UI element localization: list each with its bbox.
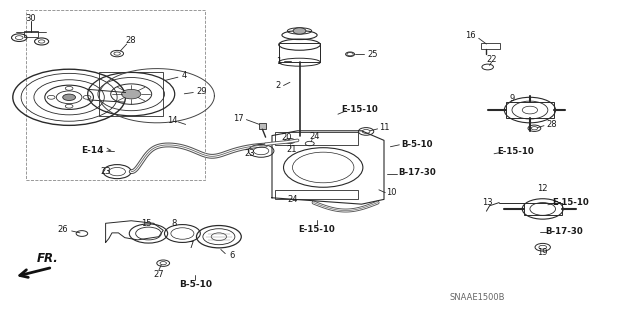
Text: 24: 24 <box>288 195 298 204</box>
Text: E-15-10: E-15-10 <box>497 147 534 156</box>
Text: 6: 6 <box>229 251 234 260</box>
Text: 4: 4 <box>182 71 187 80</box>
Bar <box>279 43 320 62</box>
Text: 28: 28 <box>547 120 557 129</box>
Text: 19: 19 <box>538 248 548 257</box>
Text: B-5-10: B-5-10 <box>179 280 212 289</box>
Text: 13: 13 <box>483 198 493 207</box>
Text: 8: 8 <box>172 219 177 228</box>
Text: E-14: E-14 <box>81 146 104 155</box>
Text: B-17-30: B-17-30 <box>399 168 436 177</box>
Text: 30: 30 <box>26 14 36 23</box>
Text: 24: 24 <box>310 132 320 141</box>
Bar <box>481 43 500 49</box>
Text: 12: 12 <box>538 184 548 193</box>
Text: 27: 27 <box>154 270 164 279</box>
Text: 21: 21 <box>286 145 296 154</box>
Bar <box>275 190 358 199</box>
Text: 22: 22 <box>486 56 497 64</box>
Bar <box>275 132 358 145</box>
Text: 14: 14 <box>168 116 178 125</box>
Text: 17: 17 <box>234 114 244 122</box>
Text: B-5-10: B-5-10 <box>401 140 433 149</box>
Text: E-15-10: E-15-10 <box>298 225 335 234</box>
Text: 28: 28 <box>126 36 136 45</box>
Text: 2: 2 <box>276 81 281 90</box>
Text: FR.: FR. <box>37 252 59 265</box>
Bar <box>24 31 38 37</box>
Text: SNAAE1500B: SNAAE1500B <box>449 293 504 302</box>
Bar <box>506 102 554 118</box>
Text: 23: 23 <box>244 149 255 158</box>
Circle shape <box>293 28 306 34</box>
Text: 15: 15 <box>141 219 151 228</box>
Text: 1: 1 <box>276 57 281 66</box>
Text: B-17-30: B-17-30 <box>546 227 583 236</box>
Bar <box>99 72 163 116</box>
Text: E-15-10: E-15-10 <box>552 198 589 207</box>
Bar <box>259 123 266 129</box>
Bar <box>524 203 562 215</box>
Text: 11: 11 <box>379 123 389 132</box>
Bar <box>26 10 205 180</box>
Text: 10: 10 <box>387 188 397 197</box>
Text: 9: 9 <box>509 94 515 103</box>
Circle shape <box>122 89 141 99</box>
Text: 20: 20 <box>282 133 292 142</box>
Text: 29: 29 <box>196 87 207 96</box>
Text: E-15-10: E-15-10 <box>341 105 378 114</box>
Text: 23: 23 <box>100 167 111 176</box>
Text: 25: 25 <box>367 50 378 59</box>
Text: 16: 16 <box>465 31 476 40</box>
Text: 7: 7 <box>188 241 193 250</box>
Circle shape <box>63 94 76 100</box>
Text: 26: 26 <box>58 225 68 234</box>
